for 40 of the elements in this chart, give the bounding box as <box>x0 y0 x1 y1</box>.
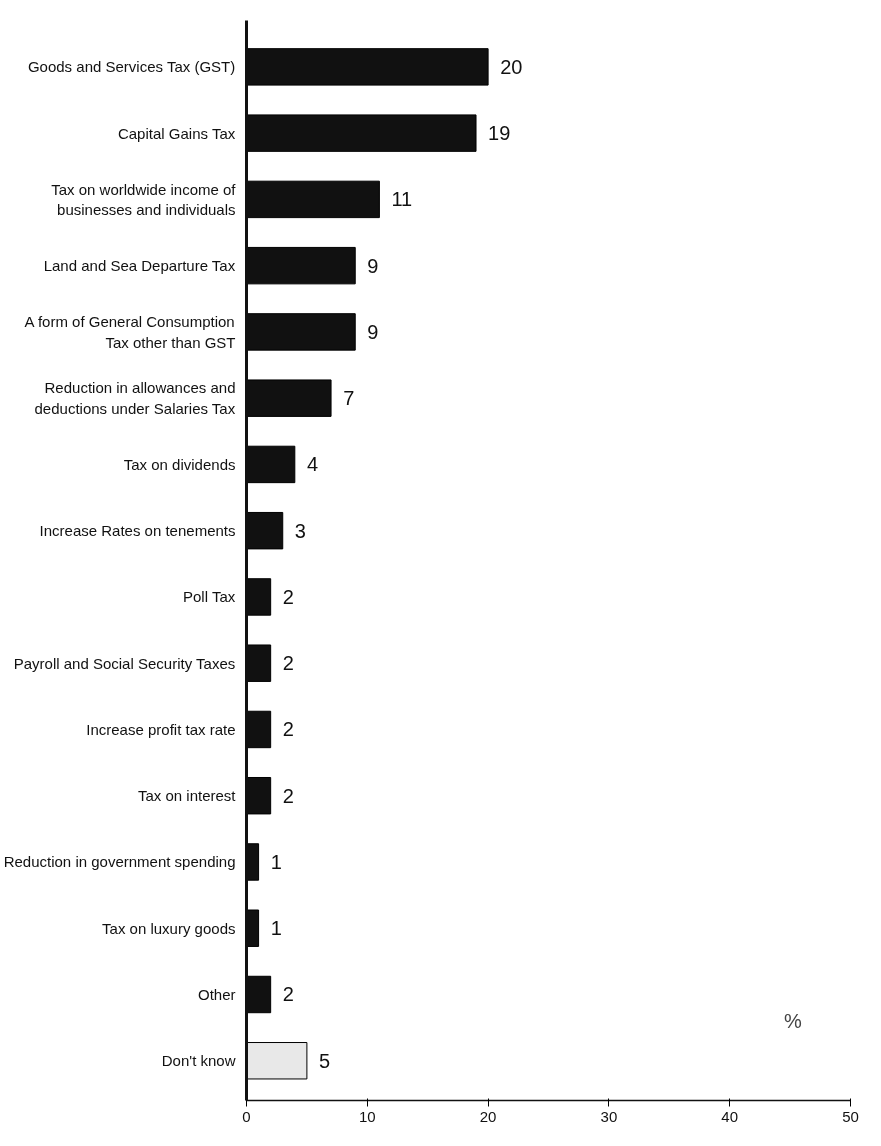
x-tick-label: 0 <box>242 1107 251 1125</box>
y-tick-label: Tax on interest <box>137 787 237 805</box>
data-label: 2 <box>282 652 294 675</box>
y-tick-label: Don't know <box>161 1052 236 1070</box>
x-tick-label: 30 <box>600 1107 618 1125</box>
data-label: 1 <box>270 850 282 873</box>
y-tick-label: Poll Tax <box>182 588 236 606</box>
data-label: 2 <box>282 585 294 608</box>
data-label: 9 <box>367 320 379 343</box>
x-tick-label: 10 <box>358 1107 376 1125</box>
x-tick-label: 50 <box>842 1107 859 1125</box>
data-label: 9 <box>367 254 379 277</box>
y-tick-label: Tax on dividends <box>123 455 236 473</box>
data-label: 4 <box>306 453 319 476</box>
data-label: 2 <box>282 718 294 741</box>
y-tick-label: Tax on worldwide income of businesses and individuals <box>51 180 237 219</box>
data-label: 2 <box>282 784 294 807</box>
annotation: % <box>784 1009 803 1032</box>
y-tick-label: A form of General Consumption Tax other than GST <box>24 313 236 351</box>
y-tick-label: Reduction in allowances and deductions under Salaries Tax <box>34 379 236 417</box>
data-label: 11 <box>391 188 413 211</box>
y-tick-label: Increase profit tax rate <box>86 720 236 738</box>
bar <box>246 1042 308 1080</box>
y-tick-label: Other <box>197 985 236 1003</box>
y-tick-label: Land and Sea Departure Tax <box>43 257 236 275</box>
y-tick-label: Tax on luxury goods <box>102 919 236 937</box>
data-label: 19 <box>488 122 511 145</box>
x-tick-label: 40 <box>721 1107 739 1125</box>
data-label: 3 <box>294 519 306 542</box>
y-tick-label: Increase Rates on tenements <box>39 522 236 540</box>
data-label: 1 <box>270 917 282 940</box>
data-label: 5 <box>318 1049 331 1072</box>
x-tick-label: 20 <box>479 1107 497 1125</box>
data-label: 20 <box>500 55 523 78</box>
data-label: 7 <box>343 387 355 410</box>
y-tick-label: Goods and Services Tax (GST) <box>27 58 236 76</box>
y-tick-label: Payroll and Social Security Taxes <box>13 654 236 672</box>
data-label: 2 <box>282 983 294 1006</box>
y-tick-label: Reduction in government spending <box>3 853 236 871</box>
y-tick-label: Capital Gains Tax <box>117 124 236 142</box>
